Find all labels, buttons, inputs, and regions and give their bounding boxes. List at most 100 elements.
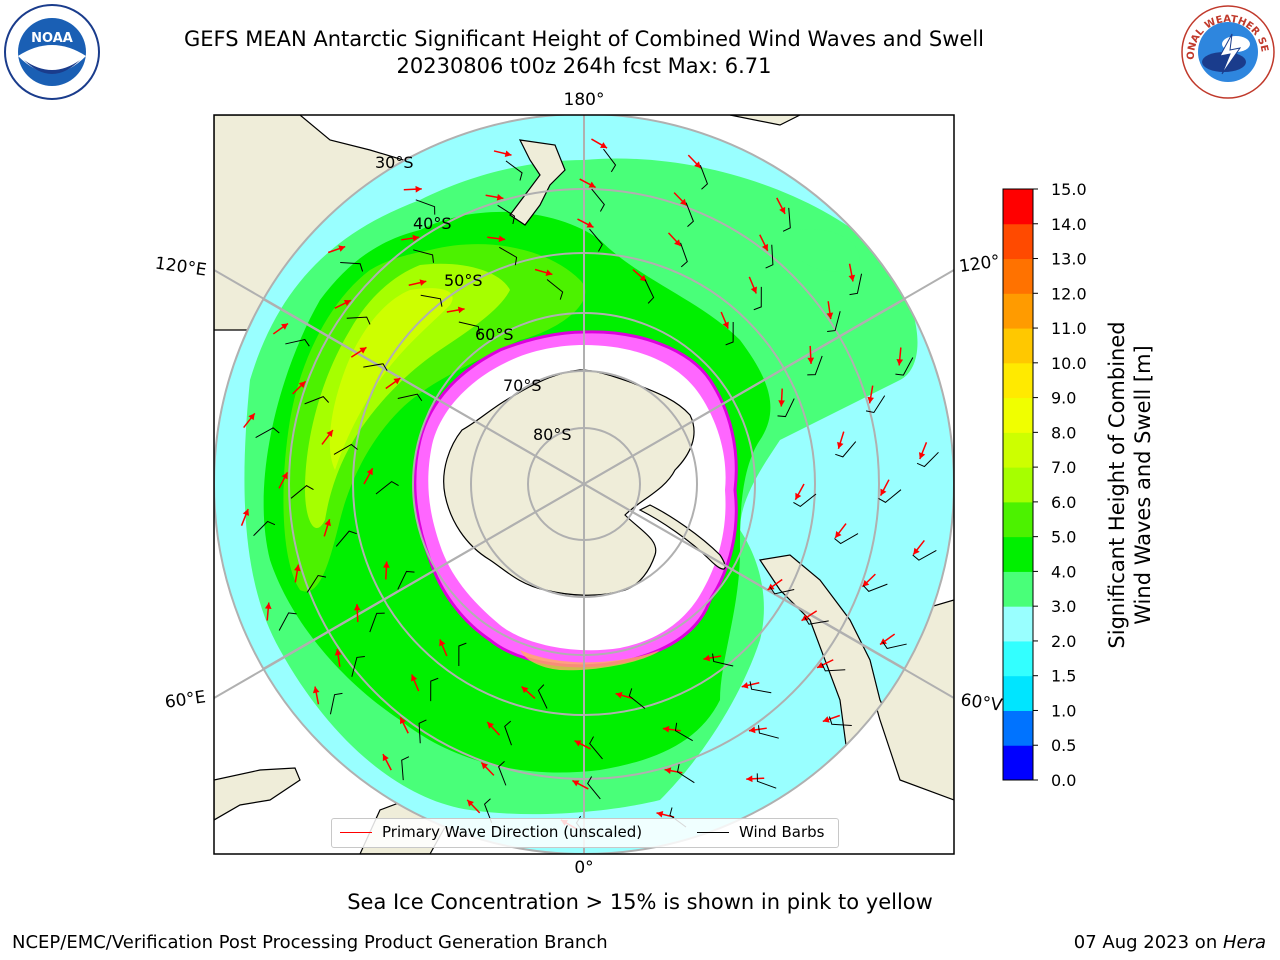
wind-barb <box>834 533 859 545</box>
wind-barb <box>499 246 518 266</box>
wind-barb <box>712 653 734 667</box>
wind-barb <box>912 550 937 561</box>
wave-direction-arrowhead <box>600 142 608 149</box>
colorbar-segment <box>1003 328 1033 364</box>
colorbar-segment <box>1003 258 1033 294</box>
colorbar-tick-label: 3.0 <box>1051 597 1076 616</box>
wind-barb <box>680 242 688 268</box>
wind-barb <box>346 316 371 325</box>
wind-barb <box>769 586 795 595</box>
wave-direction-arrowhead <box>353 604 361 611</box>
wind-barb <box>753 286 762 311</box>
wave-direction-arrowhead <box>741 682 749 689</box>
wave-direction-arrowhead <box>837 441 844 449</box>
wave-direction-arrowhead <box>662 725 670 733</box>
wind-barb <box>420 294 443 307</box>
wave-direction-arrowhead <box>242 508 250 516</box>
wave-direction-arrowhead <box>588 181 596 188</box>
wind-barb <box>676 763 695 784</box>
sea-ice-note: Sea Ice Concentration > 15% is shown in … <box>347 890 933 914</box>
wind-barb <box>285 338 310 347</box>
wave-direction-arrowhead <box>487 721 494 729</box>
wave-direction-arrowhead <box>415 185 422 193</box>
colorbar-tick-label: 1.0 <box>1051 701 1076 720</box>
colorbar-tick-label: 10.0 <box>1051 354 1087 373</box>
lon-label-60w: 60°V <box>959 690 1004 716</box>
wind-barb <box>725 321 734 346</box>
footer-host: Hera <box>1222 932 1266 953</box>
wind-barb <box>835 441 857 458</box>
wind-barb <box>290 485 314 499</box>
wind-barb <box>644 279 655 304</box>
colorbar-segment <box>1003 501 1033 538</box>
lon-label-0: 0° <box>574 858 593 878</box>
wind-barb <box>505 160 523 181</box>
chart-title: GEFS MEAN Antarctic Significant Height o… <box>183 27 985 51</box>
wave-direction-arrowhead <box>281 323 288 330</box>
colorbar-segment <box>1003 189 1033 225</box>
wave-direction-arrowhead <box>338 245 346 252</box>
footer-date-text: 07 Aug 2023 on <box>1073 932 1223 953</box>
colorbar-tick-label: 14.0 <box>1051 215 1087 234</box>
colorbar-tick-label: 11.0 <box>1051 319 1087 338</box>
colorbar-tick-label: 2.0 <box>1051 632 1076 651</box>
wave-direction-arrowhead <box>264 602 272 610</box>
colorbar-title-line1: Significant Height of Combined <box>1105 321 1129 648</box>
colorbar-segment <box>1003 710 1033 746</box>
wave-direction-arrowhead <box>382 754 389 762</box>
wind-barb <box>882 641 907 650</box>
wave-direction-arrowhead <box>383 561 390 568</box>
wind-barb <box>537 684 548 709</box>
wave-direction-arrowhead <box>880 488 887 496</box>
wave-direction-arrowhead <box>862 579 870 587</box>
svg-text:NOAA: NOAA <box>31 31 73 46</box>
wind-barb <box>628 688 646 709</box>
wave-direction-arrowhead <box>359 347 367 354</box>
wave-direction-arrowhead <box>822 716 830 723</box>
colorbar-segment <box>1003 536 1033 572</box>
wind-barb <box>589 736 603 760</box>
lat-label-30s: 30°S <box>375 153 414 172</box>
wave-direction-arrowhead <box>498 235 506 243</box>
wave-direction-arrowhead <box>615 692 623 699</box>
wave-direction-arrowhead <box>366 468 373 476</box>
colorbar-segment <box>1003 362 1033 399</box>
wind-barb <box>306 574 327 593</box>
wave-direction-arrowhead <box>656 811 664 818</box>
wind-barb <box>363 363 388 371</box>
wave-direction-arrowhead <box>913 547 920 555</box>
wave-direction-arrowhead <box>411 674 418 682</box>
colorbar-tick-label: 7.0 <box>1051 458 1076 477</box>
footer-date: 07 Aug 2023 on Hera <box>1074 932 1266 953</box>
wave-direction-arrowhead <box>326 430 333 437</box>
wind-barb <box>758 725 779 739</box>
wind-barb <box>749 681 772 694</box>
colorbar-tick-label: 6.0 <box>1051 493 1076 512</box>
wind-barb <box>397 393 423 402</box>
colorbar-tick-label: 1.5 <box>1051 667 1076 686</box>
wave-direction-arrowhead <box>750 286 757 294</box>
wave-direction-arrowhead <box>393 378 401 385</box>
wave-direction-arrowhead <box>412 234 420 242</box>
wave-direction-arrowhead <box>399 717 407 725</box>
wind-barb <box>498 760 507 786</box>
wave-direction-arrowhead <box>496 194 504 201</box>
wave-legend-swatch <box>340 832 372 833</box>
wind-barb <box>916 451 939 468</box>
wave-direction-arrowhead <box>867 396 874 404</box>
colorbar-tick-label: 15.0 <box>1051 180 1087 199</box>
wind-barb <box>804 617 829 625</box>
wave-direction-arrowhead <box>761 243 769 251</box>
wave-direction-arrowhead <box>294 564 301 572</box>
wind-barb <box>458 642 467 667</box>
wind-barb <box>458 321 480 335</box>
wave-direction-arrowhead <box>324 519 331 527</box>
wind-barb <box>375 480 399 495</box>
wind-barb <box>253 520 276 537</box>
wave-direction-arrowhead <box>826 312 834 320</box>
wind-barb <box>699 164 709 190</box>
wave-direction-arrowhead <box>281 472 288 480</box>
wave-direction-arrowhead <box>703 654 711 662</box>
graticule <box>214 115 954 854</box>
wave-direction-arrowhead <box>248 413 255 421</box>
